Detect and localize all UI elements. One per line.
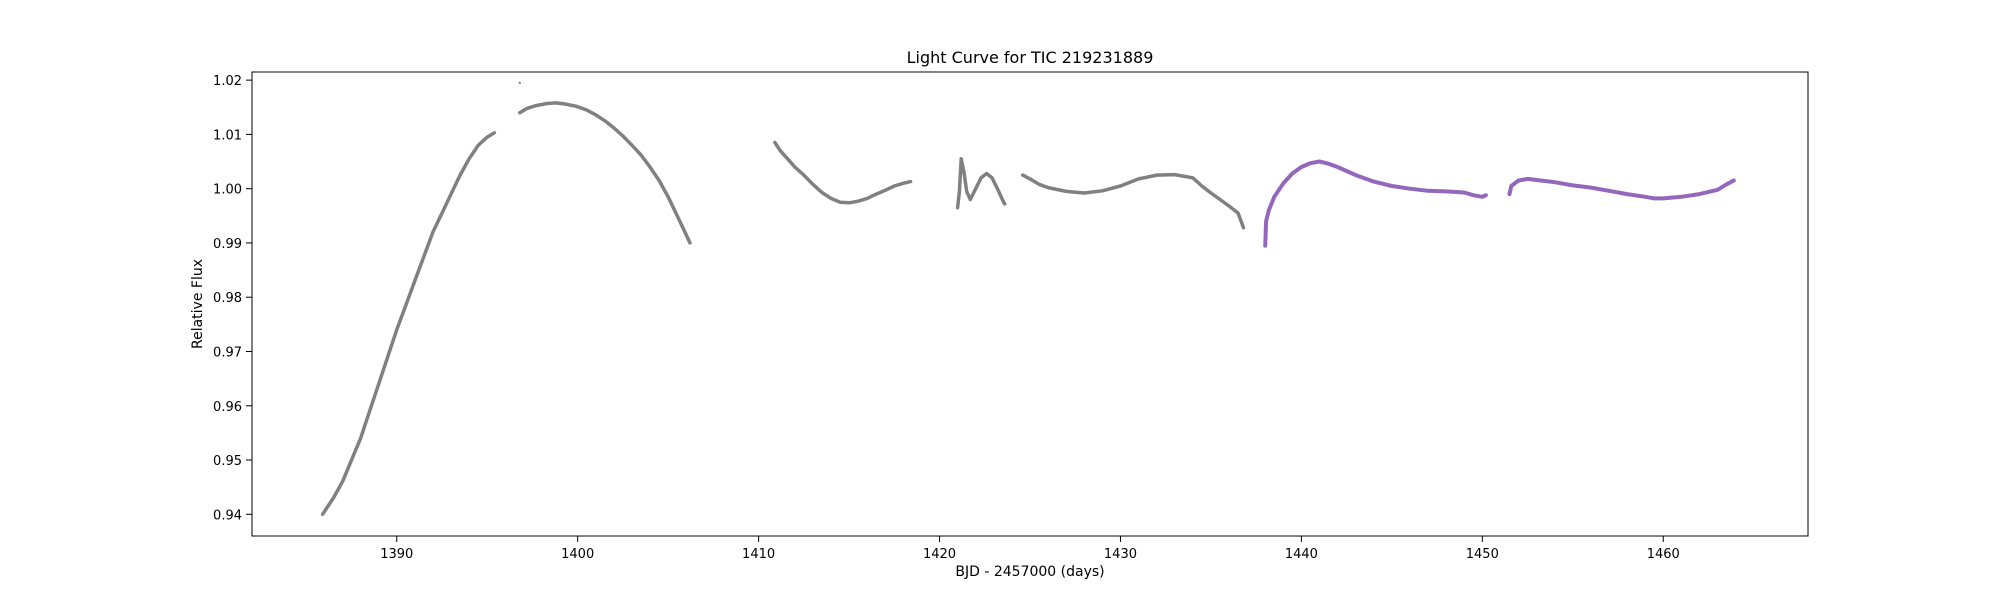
flux-segment <box>1507 176 1736 201</box>
flux-point <box>518 81 521 85</box>
chart-title: Light Curve for TIC 219231889 <box>907 48 1154 67</box>
x-tick-label: 1420 <box>923 547 956 562</box>
flux-segment <box>1263 159 1488 248</box>
y-axis-label: Relative Flux <box>190 259 206 349</box>
y-tick-label: 0.94 <box>213 508 242 523</box>
y-tick-label: 0.98 <box>213 291 242 306</box>
x-tick-label: 1390 <box>380 547 413 562</box>
y-axis-ticks: 0.94 0.95 0.96 0.97 0.98 0.99 1.00 1.01 1.02 <box>213 74 252 523</box>
x-axis-label: BJD - 2457000 (days) <box>955 564 1104 580</box>
flux-series <box>320 81 1246 517</box>
flux-segment <box>955 157 1007 210</box>
y-tick-label: 0.99 <box>213 237 242 252</box>
flux-segment <box>773 140 913 205</box>
y-tick-label: 1.00 <box>213 183 242 198</box>
x-tick-label: 1440 <box>1285 547 1318 562</box>
x-tick-label: 1400 <box>561 547 594 562</box>
flux-segment <box>320 131 497 517</box>
x-axis-ticks: 1390 1400 1410 1420 1430 1440 1450 1460 <box>380 536 1680 562</box>
y-tick-label: 0.95 <box>213 454 242 469</box>
flux-segment <box>1021 172 1246 230</box>
flux-series <box>1263 159 1736 248</box>
x-tick-label: 1410 <box>742 547 775 562</box>
x-tick-label: 1450 <box>1466 547 1499 562</box>
data-layer <box>320 81 1736 517</box>
plot-background <box>252 72 1808 536</box>
x-tick-label: 1430 <box>1104 547 1137 562</box>
x-tick-label: 1460 <box>1647 547 1680 562</box>
plot-frame <box>251 71 1809 537</box>
flux-segment <box>518 101 692 245</box>
y-tick-label: 0.97 <box>213 345 242 360</box>
y-tick-label: 1.01 <box>213 128 242 143</box>
y-tick-label: 1.02 <box>213 74 242 89</box>
y-tick-label: 0.96 <box>213 400 242 415</box>
